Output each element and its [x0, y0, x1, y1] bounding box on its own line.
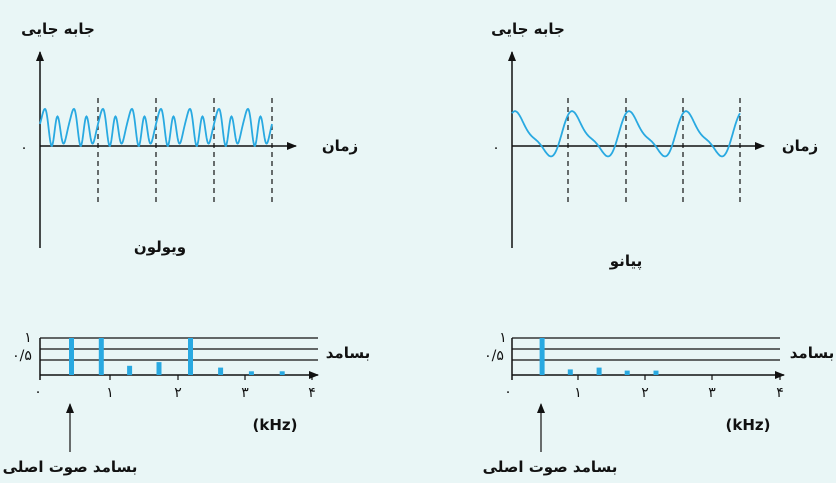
violin-amp-tick-0: ۰: [34, 384, 42, 400]
violin-amp-tick-half: ۰/۵: [12, 348, 32, 364]
piano-displacement-label: جابه جایی: [491, 20, 565, 38]
violin-instrument-label: ویولون: [134, 238, 186, 256]
piano-unit-label: (kHz): [726, 416, 771, 434]
violin-unit-label: (kHz): [253, 416, 298, 434]
violin-freq-tick-label: ۲: [174, 385, 182, 401]
piano-spectrum-bar: [653, 370, 659, 375]
piano-freq-tick-label: ۳: [708, 385, 716, 401]
violin-panel: جابه جایی زمان ۰ ویولون ۱ ۰/۵ ۰ بسامد (k…: [3, 20, 371, 476]
piano-instrument-label: پیانو: [609, 252, 642, 271]
violin-spectrum-bar: [218, 367, 224, 375]
piano-period-markers: [567, 98, 741, 205]
piano-waveform-plot: جابه جایی زمان ۰ پیانو: [491, 20, 818, 271]
piano-fundamental-label: بسامد صوت اصلی: [483, 458, 618, 476]
violin-spectrum-chart: ۱ ۰/۵ ۰ بسامد (kHz) بسامد صوت اصلی ۱ ۲ ۳ ۴: [3, 330, 371, 476]
violin-spectrum-bar: [98, 338, 104, 375]
piano-amp-tick-0: ۰: [504, 384, 512, 400]
violin-waveform: [39, 107, 273, 147]
violin-frequency-label: بسامد: [326, 344, 370, 362]
piano-time-label: زمان: [782, 137, 818, 155]
violin-spectrum-bar: [156, 362, 162, 375]
piano-freq-tick-label: ۲: [641, 385, 649, 401]
violin-spectrum-bar: [127, 365, 133, 376]
piano-spectrum-bar: [596, 367, 602, 375]
violin-origin-label: ۰: [20, 140, 28, 156]
piano-panel: جابه جایی زمان ۰ پیانو ۱ ۰/۵ ۰ بسامد (kH…: [483, 20, 835, 476]
violin-time-label: زمان: [322, 137, 358, 155]
piano-freq-tick-label: ۴: [776, 385, 784, 401]
piano-amp-tick-1: ۱: [499, 330, 507, 346]
piano-spectrum-chart: ۱ ۰/۵ ۰ بسامد (kHz) بسامد صوت اصلی ۱ ۲ ۳ ۴: [483, 330, 835, 476]
violin-fundamental-label: بسامد صوت اصلی: [3, 458, 138, 476]
violin-spectrum-bar: [279, 371, 285, 375]
violin-freq-tick-label: ۳: [241, 385, 249, 401]
piano-spectrum-bar: [624, 370, 630, 375]
piano-origin-label: ۰: [492, 140, 500, 156]
violin-waveform-plot: جابه جایی زمان ۰ ویولون: [20, 20, 358, 256]
violin-spectrum-bar: [188, 338, 193, 375]
violin-displacement-label: جابه جایی: [21, 20, 95, 38]
piano-frequency-label: بسامد: [790, 344, 834, 362]
piano-freq-tick-label: ۱: [574, 385, 582, 401]
piano-waveform: [511, 110, 741, 158]
violin-spectrum-bar: [69, 338, 74, 375]
violin-freq-tick-label: ۴: [308, 385, 316, 401]
violin-amp-tick-1: ۱: [24, 330, 32, 346]
piano-spectrum-bar: [567, 369, 573, 375]
piano-amp-tick-half: ۰/۵: [484, 348, 504, 364]
violin-freq-tick-label: ۱: [106, 385, 114, 401]
piano-spectrum-bar: [539, 338, 545, 375]
violin-spectrum-bar: [248, 371, 254, 375]
